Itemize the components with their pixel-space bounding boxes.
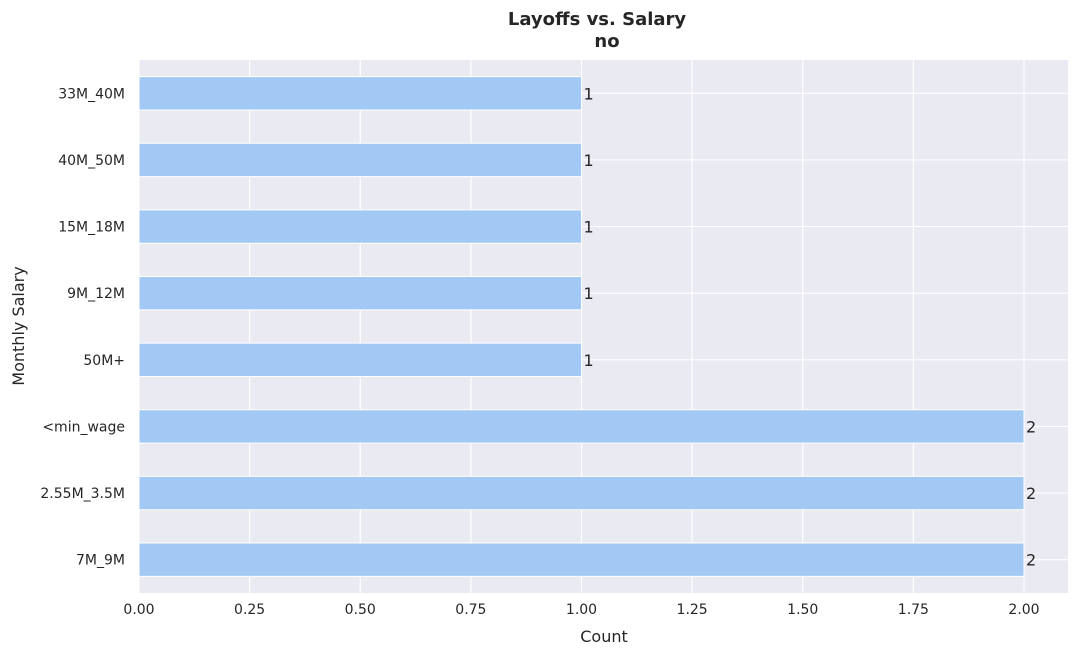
y-tick-label: 15M_18M bbox=[58, 220, 125, 236]
y-axis-label: Monthly Salary bbox=[9, 266, 28, 385]
data-label: 1 bbox=[584, 84, 594, 103]
bar bbox=[138, 342, 582, 377]
y-tick-label: 9M_12M bbox=[67, 286, 125, 302]
bars bbox=[138, 76, 1025, 577]
x-tick-label: 1.25 bbox=[677, 602, 708, 618]
y-tick-label: 33M_40M bbox=[58, 86, 125, 102]
data-label: 1 bbox=[584, 218, 594, 237]
bar bbox=[138, 142, 582, 178]
chart-subtitle: no bbox=[594, 31, 619, 52]
bar bbox=[138, 542, 1025, 577]
bar bbox=[138, 76, 582, 111]
data-label: 1 bbox=[584, 284, 594, 303]
x-tick-label: 1.50 bbox=[787, 602, 818, 618]
y-tick-label: 40M_50M bbox=[58, 153, 125, 169]
x-tick-label: 0.75 bbox=[455, 602, 486, 618]
x-tick-label: 1.75 bbox=[898, 602, 929, 618]
bar bbox=[138, 276, 582, 311]
x-tick-labels: 0.00 0.25 0.50 0.75 1.00 1.25 1.50 1.75 2.00 bbox=[123, 602, 1039, 618]
data-label: 2 bbox=[1026, 484, 1036, 503]
data-label: 1 bbox=[584, 351, 594, 370]
bar bbox=[138, 409, 1025, 444]
x-axis-label: Count bbox=[580, 627, 628, 646]
bar bbox=[138, 209, 582, 244]
data-labels: 1 1 1 1 1 2 2 2 bbox=[584, 84, 1037, 569]
data-label: 2 bbox=[1026, 551, 1036, 570]
chart-title: Layoffs vs. Salary bbox=[508, 9, 687, 30]
plot-background bbox=[139, 60, 1068, 593]
x-tick-label: 0.00 bbox=[123, 602, 154, 618]
x-tick-label: 1.00 bbox=[566, 602, 597, 618]
x-tick-label: 2.00 bbox=[1008, 602, 1039, 618]
data-label: 2 bbox=[1026, 417, 1036, 436]
y-tick-label: 7M_9M bbox=[76, 553, 125, 569]
y-tick-label: <min_wage bbox=[42, 419, 125, 435]
bar bbox=[138, 475, 1025, 511]
y-tick-labels: 33M_40M 40M_50M 15M_18M 9M_12M 50M+ <min_wage… bbox=[40, 86, 125, 568]
x-tick-label: 0.50 bbox=[345, 602, 376, 618]
x-tick-label: 0.25 bbox=[234, 602, 265, 618]
y-tick-label: 2.55M_3.5M bbox=[40, 486, 125, 502]
y-tick-label: 50M+ bbox=[83, 353, 125, 369]
data-label: 1 bbox=[584, 151, 594, 170]
